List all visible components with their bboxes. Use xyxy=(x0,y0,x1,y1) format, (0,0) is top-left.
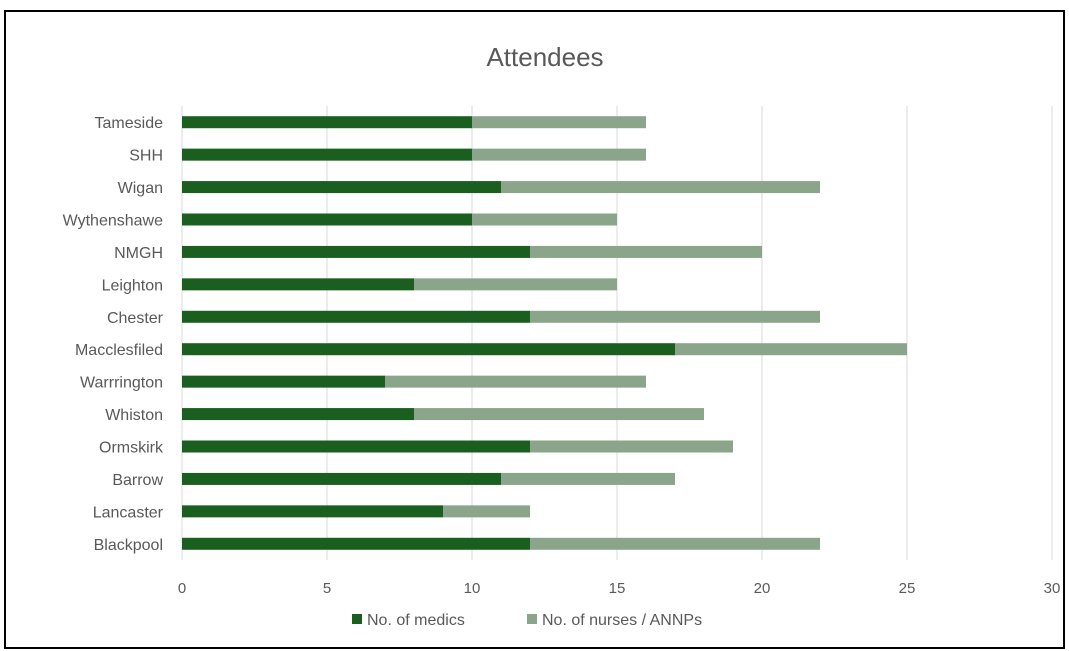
bars xyxy=(182,116,907,550)
bar-medics-shh xyxy=(182,148,472,161)
chart-title: Attendees xyxy=(486,42,603,72)
bar-medics-nmgh xyxy=(182,245,530,258)
category-label: Warrrington xyxy=(80,375,163,392)
x-tick-label: 0 xyxy=(178,580,186,597)
bar-nurses-barrow xyxy=(501,472,675,485)
category-label: Wigan xyxy=(118,180,163,197)
bar-medics-barrow xyxy=(182,472,501,485)
x-tick-labels: 0 5 10 15 20 25 30 xyxy=(178,580,1061,597)
gridlines xyxy=(181,106,1053,560)
bar-medics-macclesfiled xyxy=(182,343,675,356)
legend-label-medics: No. of medics xyxy=(367,612,465,629)
bar-medics-whiston xyxy=(182,408,414,421)
category-label: Tameside xyxy=(95,115,164,132)
bar-medics-wythenshawe xyxy=(182,213,472,226)
bar-nurses-warrrington xyxy=(385,375,646,388)
bar-nurses-shh xyxy=(472,148,646,161)
bar-medics-tameside xyxy=(182,116,472,129)
category-label: Blackpool xyxy=(94,537,163,554)
bar-nurses-macclesfiled xyxy=(675,343,907,356)
x-tick-label: 25 xyxy=(899,580,916,597)
category-labels: Tameside SHH Wigan Wythenshawe NMGH Leighton C… xyxy=(63,115,164,554)
bar-medics-lancaster xyxy=(182,505,443,518)
x-tick-label: 10 xyxy=(464,580,481,597)
category-label: Ormskirk xyxy=(99,440,164,457)
x-tick-label: 20 xyxy=(754,580,771,597)
x-tick-label: 15 xyxy=(609,580,626,597)
bar-medics-chester xyxy=(182,310,530,323)
bar-nurses-wigan xyxy=(501,181,820,194)
legend-label-nurses: No. of nurses / ANNPs xyxy=(542,612,702,629)
bar-nurses-blackpool xyxy=(530,537,820,550)
x-tick-label: 30 xyxy=(1044,580,1061,597)
bar-nurses-ormskirk xyxy=(530,440,733,453)
bar-nurses-nmgh xyxy=(530,245,762,258)
legend: No. of medics No. of nurses / ANNPs xyxy=(352,612,702,629)
category-label: Leighton xyxy=(102,277,163,294)
category-label: SHH xyxy=(129,148,163,165)
category-label: Barrow xyxy=(112,472,163,489)
x-tick-label: 5 xyxy=(323,580,331,597)
bar-nurses-tameside xyxy=(472,116,646,129)
bar-medics-warrrington xyxy=(182,375,385,388)
bar-medics-wigan xyxy=(182,181,501,194)
bar-nurses-wythenshawe xyxy=(472,213,617,226)
bar-nurses-whiston xyxy=(414,408,704,421)
bar-medics-ormskirk xyxy=(182,440,530,453)
category-label: Lancaster xyxy=(93,504,164,521)
legend-swatch-medics xyxy=(352,614,362,624)
legend-swatch-nurses xyxy=(527,614,537,624)
bar-medics-leighton xyxy=(182,278,414,291)
category-label: NMGH xyxy=(114,245,163,262)
category-label: Macclesfiled xyxy=(75,342,163,359)
category-label: Wythenshawe xyxy=(63,213,163,230)
category-label: Whiston xyxy=(105,407,163,424)
bar-nurses-lancaster xyxy=(443,505,530,518)
bar-nurses-leighton xyxy=(414,278,617,291)
category-label: Chester xyxy=(107,310,164,327)
bar-nurses-chester xyxy=(530,310,820,323)
bar-medics-blackpool xyxy=(182,537,530,550)
